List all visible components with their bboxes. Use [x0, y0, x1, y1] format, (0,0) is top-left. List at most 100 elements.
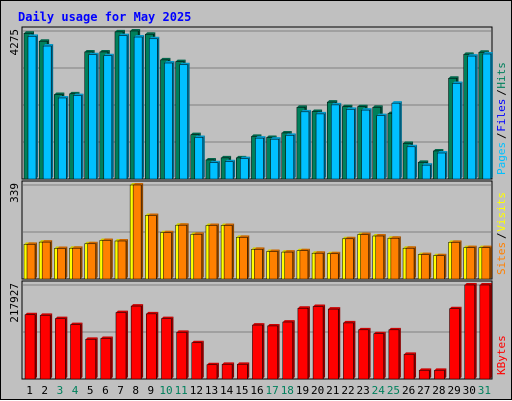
bar-pages-top — [118, 33, 129, 36]
bar-sites-face — [284, 251, 293, 280]
bar-pages-face — [437, 152, 446, 180]
bar-kbytes-side — [383, 331, 386, 379]
x-tick-label: 3 — [57, 384, 64, 397]
bar-kbytes — [434, 368, 447, 380]
bar-sites-face — [178, 224, 187, 280]
bar-hits-top — [145, 32, 156, 35]
bar-pages-top — [255, 136, 266, 139]
bar-kbytes-side — [459, 306, 462, 379]
y-max-label-kbytes: 217927 — [8, 283, 21, 323]
bar-hits-top — [296, 105, 307, 108]
bar-sites-side — [50, 240, 53, 279]
bar-pages-top — [240, 156, 251, 159]
bar-sites-side — [65, 246, 68, 279]
bar-kbytes-face — [191, 342, 203, 380]
x-tick-label: 24 — [372, 384, 386, 397]
bar-sites-top — [269, 249, 280, 252]
bar-pages-face — [467, 55, 476, 180]
bar-pages-side — [217, 160, 220, 179]
bar-kbytes-top — [267, 323, 280, 326]
bar-pages-top — [346, 107, 357, 110]
x-tick-label: 11 — [175, 384, 188, 397]
bar-pages — [467, 54, 478, 180]
bar-sites-side — [474, 245, 477, 279]
bar-kbytes-top — [328, 307, 341, 310]
bar-hits-top — [160, 57, 171, 60]
bar-pages-side — [248, 156, 251, 179]
x-tick-label: 14 — [220, 384, 234, 397]
bar-sites — [436, 253, 447, 280]
bar-kbytes — [373, 331, 386, 380]
bar-pages-side — [96, 52, 99, 180]
bar-kbytes — [267, 323, 280, 380]
bar-kbytes-face — [312, 306, 324, 380]
bar-sites — [132, 183, 144, 280]
bar-sites-side — [186, 223, 189, 279]
bar-pages — [240, 156, 251, 180]
bar-sites-side — [277, 249, 280, 279]
bar-kbytes-side — [368, 327, 371, 379]
bar-sites-side — [110, 238, 113, 279]
bar-pages — [164, 61, 175, 180]
bar-pages-top — [437, 151, 448, 154]
bar-sites-side — [35, 242, 37, 279]
bar-kbytes-face — [130, 305, 142, 380]
bar-pages — [391, 101, 402, 180]
x-tick-label: 22 — [341, 384, 354, 397]
bar-kbytes — [252, 323, 265, 380]
bar-kbytes-side — [262, 323, 265, 379]
bar-kbytes — [85, 337, 98, 380]
bar-kbytes — [100, 336, 113, 380]
x-tick-label: 9 — [148, 384, 155, 397]
bar-pages-top — [407, 144, 418, 147]
x-tick-label: 10 — [159, 384, 172, 397]
bar-kbytes-top — [100, 336, 113, 339]
bar-kbytes-side — [125, 310, 128, 379]
chart-title: Daily usage for May 2025 — [18, 10, 191, 24]
bar-kbytes-face — [343, 322, 354, 380]
bar-kbytes-face — [373, 333, 384, 380]
bar-kbytes — [161, 316, 174, 380]
legend-separator: / — [495, 132, 508, 139]
x-tick-label: 4 — [72, 384, 79, 397]
bar-sites-top — [299, 248, 310, 251]
bar-kbytes-top — [131, 304, 144, 307]
bar-kbytes-face — [146, 313, 157, 380]
bar-pages-top — [270, 137, 281, 140]
bar-kbytes-side — [95, 337, 98, 379]
bar-pages-face — [103, 55, 113, 180]
x-tick-label: 27 — [417, 384, 430, 397]
bar-pages — [482, 52, 493, 180]
bar-pages-face — [421, 164, 431, 180]
x-tick-label: 2 — [41, 384, 48, 397]
x-tick-label: 5 — [87, 384, 94, 397]
bar-pages — [73, 93, 84, 180]
bar-kbytes — [191, 340, 204, 380]
bar-kbytes-side — [35, 312, 37, 379]
bar-sites-face — [405, 247, 415, 280]
bar-kbytes-side — [353, 320, 356, 379]
bar-pages-top — [179, 62, 190, 65]
y-max-label-visits-sites: 339 — [8, 183, 21, 203]
x-tick-label: 28 — [432, 384, 445, 397]
bar-pages-side — [202, 135, 205, 179]
bar-sites-side — [141, 183, 144, 279]
bar-pages-side — [233, 159, 236, 179]
bar-pages-side — [111, 53, 114, 179]
bar-sites — [360, 232, 371, 280]
bar-hits-top — [221, 155, 232, 158]
bar-kbytes — [464, 283, 477, 380]
bar-pages-side — [172, 61, 175, 179]
bar-sites — [148, 213, 159, 280]
bar-sites — [72, 246, 83, 280]
x-tick-label: 25 — [387, 384, 400, 397]
bar-sites-face — [87, 243, 96, 280]
bar-kbytes — [70, 322, 83, 380]
bar-sites-side — [232, 223, 235, 279]
bar-sites — [390, 236, 401, 280]
bar-sites — [117, 239, 128, 280]
bar-sites-face — [451, 242, 460, 280]
bar-pages — [406, 144, 418, 180]
bar-pages-top — [300, 109, 311, 112]
x-tick-label: 21 — [326, 384, 339, 397]
